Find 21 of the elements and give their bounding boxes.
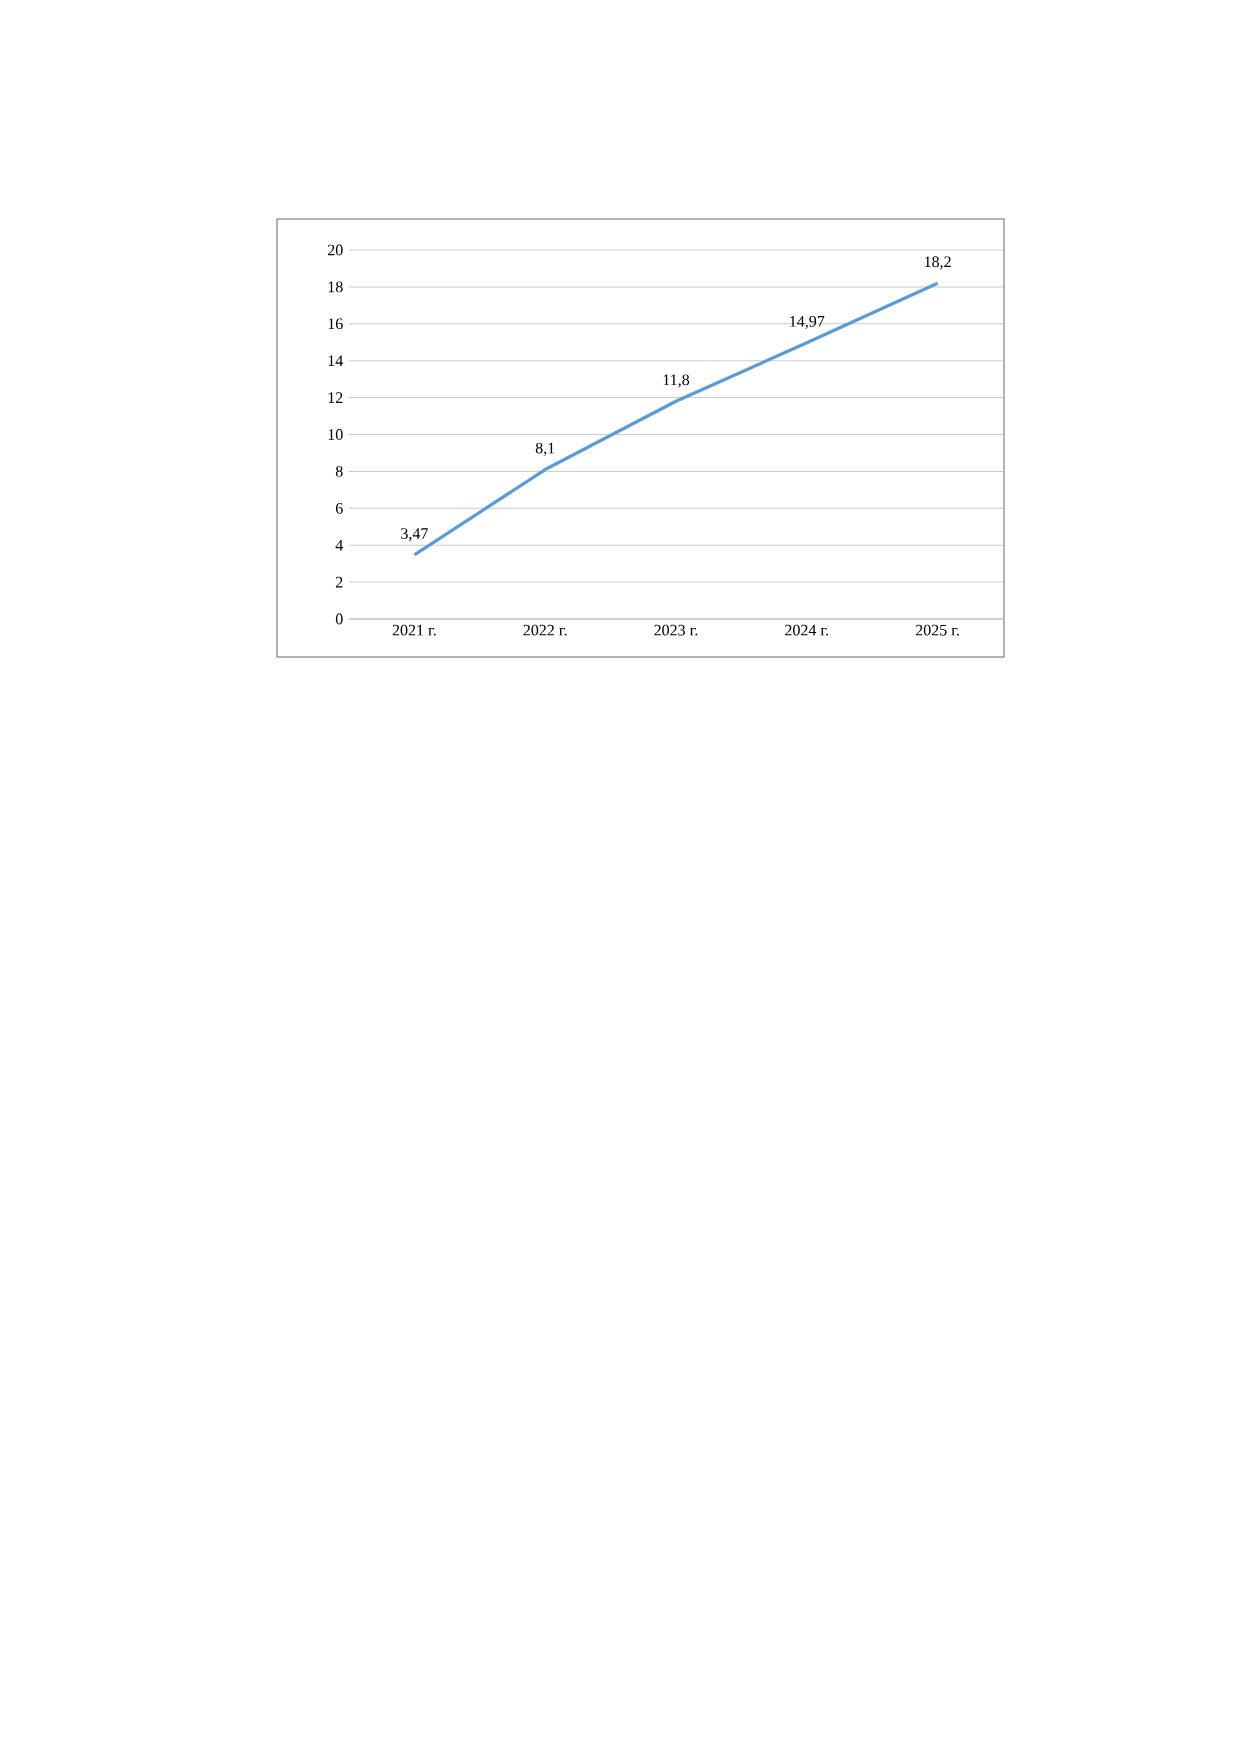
x-tick-label: 2025 г.	[915, 624, 959, 636]
x-tick-label: 2024 г.	[785, 624, 829, 636]
data-label: 8,1	[535, 442, 555, 456]
y-tick-label: 20	[327, 244, 343, 256]
x-tick-label: 2022 г.	[523, 624, 567, 636]
y-tick-label: 4	[335, 539, 344, 551]
x-tick-label: 2023 г.	[654, 624, 698, 636]
data-label: 14,97	[790, 315, 825, 330]
y-tick-label: 2	[335, 576, 343, 588]
y-tick-label: 16	[328, 318, 343, 330]
y-tick-label: 10	[328, 429, 343, 440]
data-label: 3,47	[401, 528, 428, 542]
y-tick-label: 12	[328, 392, 343, 403]
y-tick-label: 18	[328, 281, 343, 293]
data-label: 11,8	[663, 374, 690, 388]
y-tick-label: 0	[335, 613, 343, 625]
y-tick-label: 8	[335, 465, 343, 477]
y-tick-label: 14	[328, 355, 344, 366]
x-tick-label: 2021 г.	[392, 624, 436, 636]
data-label: 18,2	[925, 256, 951, 270]
y-tick-label: 6	[335, 502, 343, 514]
